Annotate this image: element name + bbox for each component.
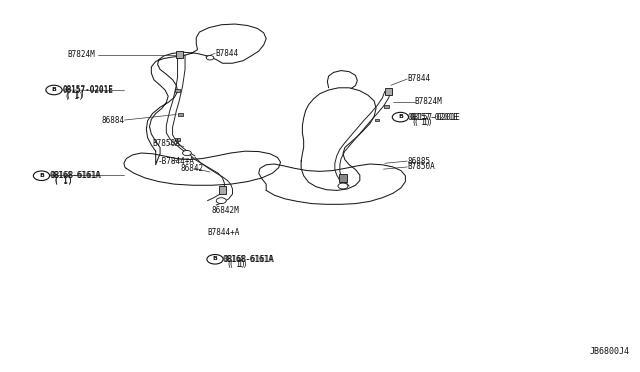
Text: ( 1): ( 1) xyxy=(412,118,431,128)
Text: 08168-6161A: 08168-6161A xyxy=(224,255,275,264)
Text: 08168-6161A: 08168-6161A xyxy=(223,255,273,264)
Text: ( 1): ( 1) xyxy=(65,92,84,101)
Text: B: B xyxy=(52,87,56,92)
Text: B7844+A: B7844+A xyxy=(207,228,240,237)
Text: 86842M: 86842M xyxy=(212,206,239,215)
Text: 86842: 86842 xyxy=(180,164,204,173)
Bar xyxy=(384,105,389,108)
Text: 08157-0201E: 08157-0201E xyxy=(409,113,460,122)
Circle shape xyxy=(338,183,348,189)
Text: ( 1): ( 1) xyxy=(413,118,432,127)
Text: 08168-6161A: 08168-6161A xyxy=(49,170,100,180)
Bar xyxy=(375,119,380,121)
Text: 08157-0201E: 08157-0201E xyxy=(63,86,113,94)
Circle shape xyxy=(182,150,191,155)
Text: B7850A: B7850A xyxy=(407,163,435,171)
Text: ( 1): ( 1) xyxy=(54,177,72,186)
Circle shape xyxy=(207,254,223,264)
Circle shape xyxy=(216,198,227,203)
Bar xyxy=(176,51,182,58)
Text: B7844: B7844 xyxy=(407,74,430,83)
Bar xyxy=(175,138,180,141)
Text: 08157-0201E: 08157-0201E xyxy=(407,113,458,122)
Circle shape xyxy=(33,171,49,180)
Text: ( 1): ( 1) xyxy=(67,91,85,100)
Circle shape xyxy=(206,55,214,60)
Text: 86885: 86885 xyxy=(407,157,430,166)
Text: JB6800J4: JB6800J4 xyxy=(589,347,630,356)
Text: B: B xyxy=(212,256,218,262)
Text: -B7844+A: -B7844+A xyxy=(157,157,195,166)
Text: ( 1): ( 1) xyxy=(227,260,246,269)
Text: 08168-6161A: 08168-6161A xyxy=(50,171,101,180)
Circle shape xyxy=(46,85,62,95)
Bar xyxy=(175,89,180,92)
Text: B: B xyxy=(39,173,44,178)
Bar xyxy=(385,88,392,95)
Text: ( 1): ( 1) xyxy=(228,260,247,269)
Text: B7824M: B7824M xyxy=(67,50,95,59)
Text: 86884: 86884 xyxy=(101,116,125,125)
Text: 08157-0201E: 08157-0201E xyxy=(62,86,113,95)
Text: B7844: B7844 xyxy=(215,49,238,58)
Bar xyxy=(219,186,227,194)
Text: B: B xyxy=(398,114,403,119)
Bar xyxy=(179,113,183,116)
Text: B7850A: B7850A xyxy=(152,140,180,148)
Text: B7824M: B7824M xyxy=(415,97,442,106)
Text: ( 1): ( 1) xyxy=(54,176,72,185)
Bar xyxy=(339,174,347,182)
Circle shape xyxy=(392,112,408,122)
